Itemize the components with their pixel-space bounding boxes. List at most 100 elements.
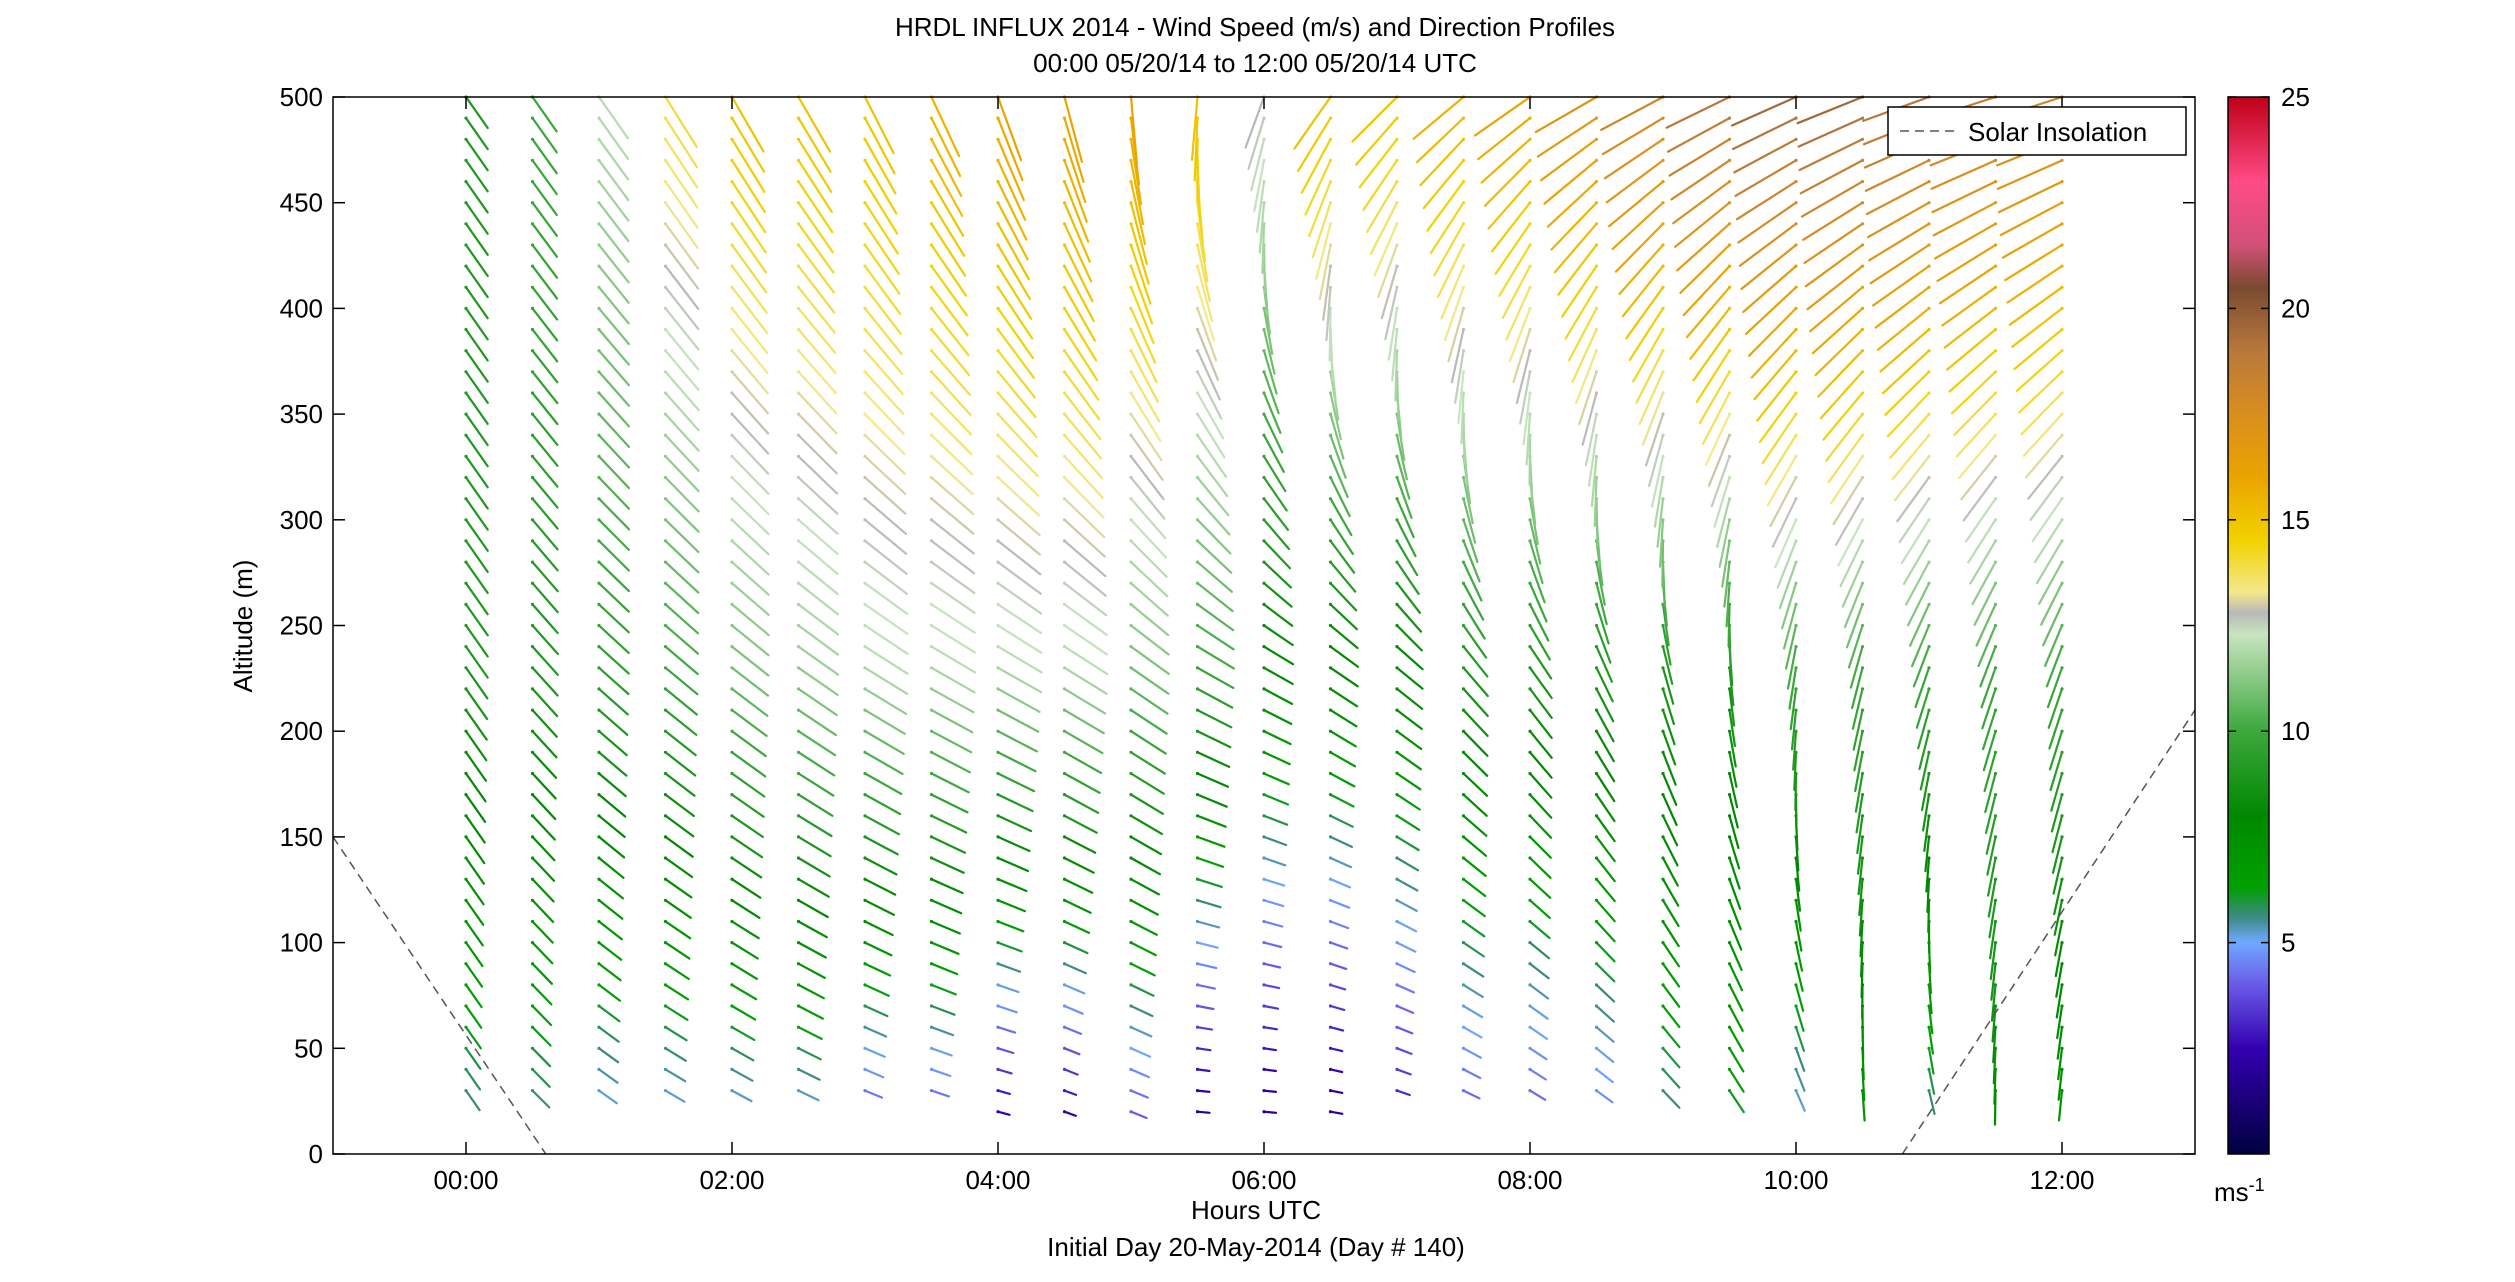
wind-barb bbox=[1728, 983, 1744, 1012]
wind-barb bbox=[1945, 328, 1997, 371]
wind-barb bbox=[531, 814, 556, 841]
wind-barb-origin bbox=[1794, 137, 1798, 141]
wind-barb-origin bbox=[1062, 983, 1067, 987]
wind-barb bbox=[1063, 793, 1100, 814]
wind-barb bbox=[1528, 1068, 1547, 1081]
wind-barb bbox=[1804, 243, 1864, 288]
wind-barb-origin bbox=[730, 180, 734, 184]
wind-barb bbox=[664, 624, 700, 655]
wind-barb-origin bbox=[1195, 285, 1200, 289]
wind-barb bbox=[1129, 1026, 1153, 1038]
wind-barb bbox=[664, 962, 690, 981]
wind-barb-origin bbox=[663, 581, 668, 585]
wind-barb-origin bbox=[2060, 497, 2064, 501]
wind-barb bbox=[1258, 201, 1266, 254]
wind-barb bbox=[1528, 1089, 1547, 1101]
wind-barb bbox=[1728, 772, 1739, 809]
wind-barb bbox=[597, 116, 630, 160]
wind-barb bbox=[464, 1004, 483, 1029]
wind-barb bbox=[1710, 455, 1731, 508]
wind-barb bbox=[996, 1110, 1011, 1116]
wind-barb bbox=[664, 1047, 688, 1062]
wind-barb bbox=[1923, 814, 1931, 852]
wind-barb-origin bbox=[996, 941, 1000, 945]
wind-barb bbox=[863, 687, 908, 715]
wind-barb bbox=[863, 391, 905, 435]
wind-barb-origin bbox=[1727, 201, 1732, 205]
wind-barb bbox=[464, 116, 489, 151]
wind-barb-origin bbox=[1129, 158, 1133, 162]
wind-barb bbox=[597, 582, 630, 613]
wind-barb bbox=[664, 265, 700, 310]
wind-barb-origin bbox=[1461, 1004, 1466, 1008]
wind-barb bbox=[1262, 391, 1282, 434]
wind-barb-origin bbox=[1794, 349, 1798, 353]
wind-barb bbox=[996, 1068, 1013, 1075]
wind-barb-origin bbox=[863, 285, 867, 289]
wind-barb-origin bbox=[1927, 433, 1931, 437]
wind-barb-origin bbox=[597, 919, 601, 924]
wind-barb-origin bbox=[1528, 983, 1532, 987]
wind-barb-origin bbox=[530, 391, 535, 395]
wind-barb bbox=[797, 370, 838, 415]
wind-barb bbox=[1919, 751, 1931, 791]
wind-barb-origin bbox=[663, 1004, 668, 1008]
wind-barb bbox=[1936, 243, 1997, 282]
wind-barb bbox=[1329, 835, 1354, 849]
wind-barb bbox=[730, 1068, 754, 1082]
wind-barb-origin bbox=[863, 1067, 867, 1071]
wind-barb bbox=[1600, 95, 1665, 131]
wind-barb-origin bbox=[1328, 687, 1333, 691]
wind-barb bbox=[1462, 793, 1488, 817]
wind-barb-origin bbox=[1461, 729, 1466, 733]
wind-barb-origin bbox=[1594, 349, 1599, 353]
wind-barb-origin bbox=[1195, 412, 1200, 416]
wind-barb-origin bbox=[1860, 729, 1865, 733]
wind-barb bbox=[1676, 222, 1731, 272]
wind-barb-origin bbox=[1395, 518, 1399, 522]
wind-barb bbox=[1856, 835, 1864, 875]
wind-barb bbox=[1462, 666, 1489, 698]
wind-barb bbox=[1440, 265, 1465, 320]
wind-barb-origin bbox=[1129, 729, 1133, 733]
wind-barb-origin bbox=[1195, 560, 1200, 564]
wind-barb bbox=[664, 328, 700, 371]
wind-barb bbox=[531, 539, 559, 572]
wind-barb bbox=[1595, 1068, 1614, 1084]
wind-barb-origin bbox=[530, 264, 535, 268]
wind-barb bbox=[1979, 645, 1997, 688]
wind-barb-origin bbox=[1727, 581, 1732, 585]
wind-barb bbox=[464, 328, 489, 362]
wind-barb-origin bbox=[1461, 497, 1466, 501]
wind-barb bbox=[930, 434, 974, 476]
wind-barb bbox=[1595, 878, 1616, 903]
wind-barb-origin bbox=[1794, 475, 1798, 480]
wind-barb bbox=[1728, 1047, 1745, 1073]
wind-barb bbox=[1587, 434, 1598, 487]
wind-barb-origin bbox=[1993, 941, 1998, 945]
wind-barb bbox=[464, 856, 485, 885]
wind-barb bbox=[1129, 434, 1164, 481]
wind-barb-origin bbox=[1927, 1067, 1931, 1071]
wind-barb-origin bbox=[1794, 306, 1798, 310]
wind-barb-origin bbox=[1727, 962, 1732, 966]
wind-barb-origin bbox=[796, 158, 801, 162]
wind-barb bbox=[1129, 265, 1154, 325]
wind-barb-origin bbox=[1262, 327, 1266, 332]
wind-barb-origin bbox=[2060, 327, 2064, 332]
wind-barb-origin bbox=[597, 645, 601, 649]
wind-barb-origin bbox=[1328, 518, 1333, 522]
wind-barb-origin bbox=[1195, 1004, 1200, 1008]
wind-barb bbox=[1329, 666, 1359, 688]
wind-barb-origin bbox=[663, 793, 668, 797]
wind-barb bbox=[1462, 730, 1489, 757]
wind-barb-origin bbox=[1528, 771, 1532, 776]
wind-barb-origin bbox=[1328, 1004, 1333, 1008]
wind-barb bbox=[1129, 201, 1148, 265]
wind-barb-origin bbox=[796, 243, 801, 247]
wind-barb bbox=[1766, 455, 1798, 507]
wind-barb-origin bbox=[1195, 962, 1200, 966]
wind-barb-origin bbox=[1328, 285, 1333, 289]
wind-barb-origin bbox=[1129, 475, 1133, 480]
